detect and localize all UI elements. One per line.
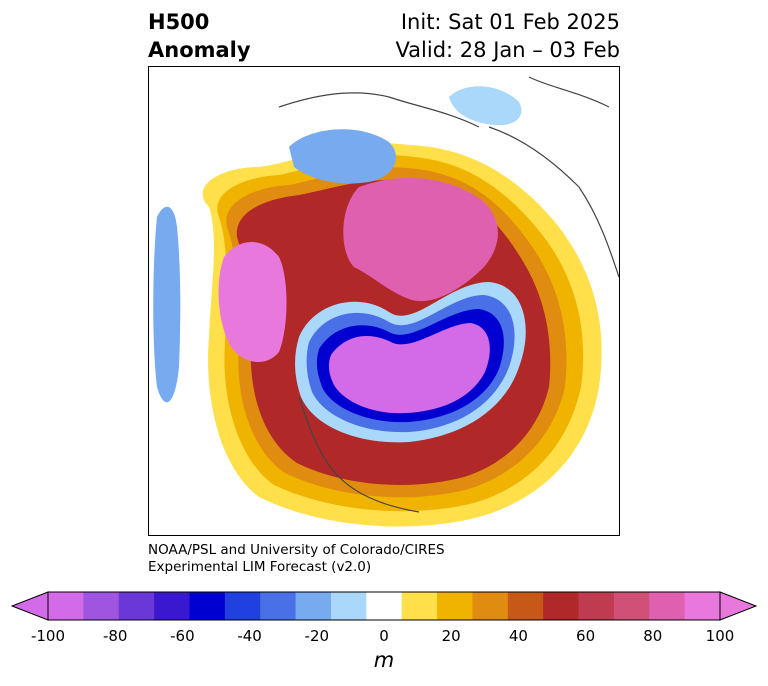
colorbar-cell (366, 592, 403, 620)
title-left: H500 Anomaly (148, 8, 251, 64)
colorbar-cell (472, 592, 509, 620)
init-date: Init: Sat 01 Feb 2025 (400, 10, 620, 34)
colorbar-units: m (373, 648, 395, 672)
colorbar-tick-label: 80 (643, 627, 663, 645)
colorbar-cell (189, 592, 226, 620)
colorbar-cell (507, 592, 544, 620)
colorbar-cell (684, 592, 721, 620)
colorbar-tick-label: -20 (304, 627, 330, 645)
negative-anomaly-core (328, 323, 490, 414)
colorbar-tick-label: 20 (441, 627, 461, 645)
anomaly-map (148, 66, 620, 536)
colorbar-cell (260, 592, 297, 620)
credit-line-1: NOAA/PSL and University of Colorado/CIRE… (148, 542, 445, 558)
colorbar-tick-label: -100 (30, 627, 66, 645)
colorbar-cell (48, 592, 84, 620)
colorbar-tick-label: 60 (576, 627, 596, 645)
positive-anomaly-core-west (218, 242, 287, 363)
colorbar-tick-label: -80 (102, 627, 128, 645)
colorbar-tick-label: 40 (508, 627, 528, 645)
colorbar-extend-high (719, 591, 758, 621)
coastlines (278, 76, 619, 513)
negative-anomaly-north (289, 129, 397, 184)
colorbar-cell (437, 592, 473, 620)
positive-anomaly-core-arctic (343, 178, 498, 302)
colorbar-cell (224, 592, 261, 620)
colorbar-tick-label: 100 (705, 627, 735, 645)
colorbar-cell (649, 592, 686, 620)
title-type: Anomaly (148, 38, 251, 62)
colorbar-cell (543, 592, 580, 620)
colorbar-cell (83, 592, 120, 620)
negative-anomaly-northeast (449, 86, 522, 126)
colorbar-tick-label: -40 (237, 627, 262, 645)
credit: NOAA/PSL and University of Colorado/CIRE… (148, 542, 445, 576)
colorbar-cell (401, 592, 438, 620)
title-variable: H500 (148, 10, 210, 34)
negative-anomaly-west (153, 206, 181, 403)
colorbar-cell (295, 592, 332, 620)
credit-line-2: Experimental LIM Forecast (v2.0) (148, 559, 372, 575)
valid-range: Valid: 28 Jan – 03 Feb (395, 38, 620, 62)
colorbar-cell (118, 592, 155, 620)
colorbar-tick-label: 0 (379, 627, 389, 645)
colorbar (10, 591, 758, 621)
colorbar-outline (47, 591, 721, 621)
colorbar-cell (154, 592, 190, 620)
colorbar-cell (330, 592, 367, 620)
colorbar-extend-low (10, 591, 49, 621)
map-canvas (153, 76, 619, 527)
colorbar-cell (578, 592, 615, 620)
colorbar-tick-label: -60 (170, 627, 195, 645)
title-right: Init: Sat 01 Feb 2025 Valid: 28 Jan – 03… (395, 8, 620, 64)
colorbar-cell (613, 592, 650, 620)
